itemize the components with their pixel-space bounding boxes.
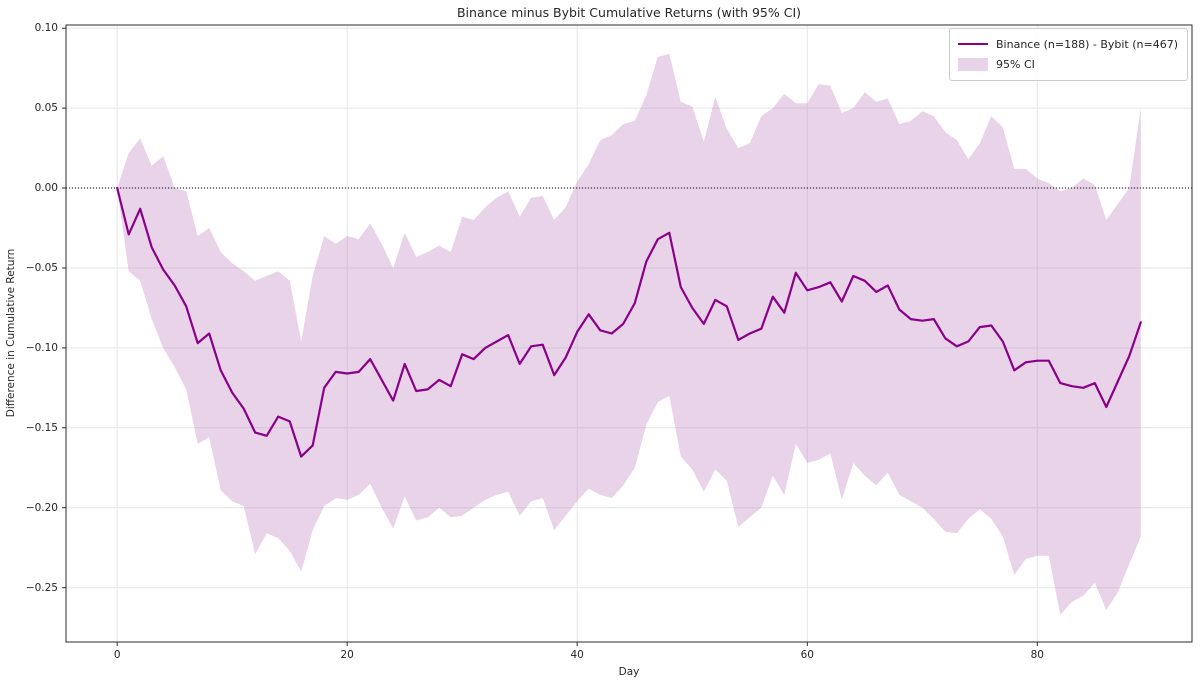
y-tick-label: −0.25: [25, 581, 58, 594]
y-tick-label: −0.05: [25, 262, 58, 274]
y-tick-label: 0.05: [34, 102, 58, 115]
legend: Binance (n=188) - Bybit (n=467) 95% CI: [949, 28, 1188, 81]
legend-ci-label: 95% CI: [996, 57, 1035, 71]
x-tick-label: 0: [113, 649, 121, 661]
x-tick-label: 20: [340, 649, 354, 661]
legend-row-ci: 95% CI: [958, 54, 1178, 74]
legend-series-label: Binance (n=188) - Bybit (n=467): [996, 37, 1178, 51]
y-tick-label: −0.20: [25, 501, 58, 514]
x-tick-label: 40: [570, 649, 584, 661]
y-tick-label: 0.00: [34, 182, 58, 194]
legend-ci-swatch: [958, 57, 988, 71]
axes-frame: [65, 24, 1193, 643]
ci-band: [117, 53, 1141, 615]
x-axis-label: Day: [618, 666, 640, 678]
x-tick-label: 80: [1030, 649, 1044, 661]
chart-title: Binance minus Bybit Cumulative Returns (…: [456, 5, 802, 20]
legend-row-series: Binance (n=188) - Bybit (n=467): [958, 34, 1178, 54]
x-tick-label: 60: [800, 649, 814, 661]
legend-line-swatch: [958, 43, 988, 45]
y-tick-label: 0.10: [34, 22, 58, 35]
y-tick-label: −0.15: [25, 421, 58, 434]
difference-line: [116, 186, 1142, 458]
y-tick-label: −0.10: [25, 341, 58, 354]
